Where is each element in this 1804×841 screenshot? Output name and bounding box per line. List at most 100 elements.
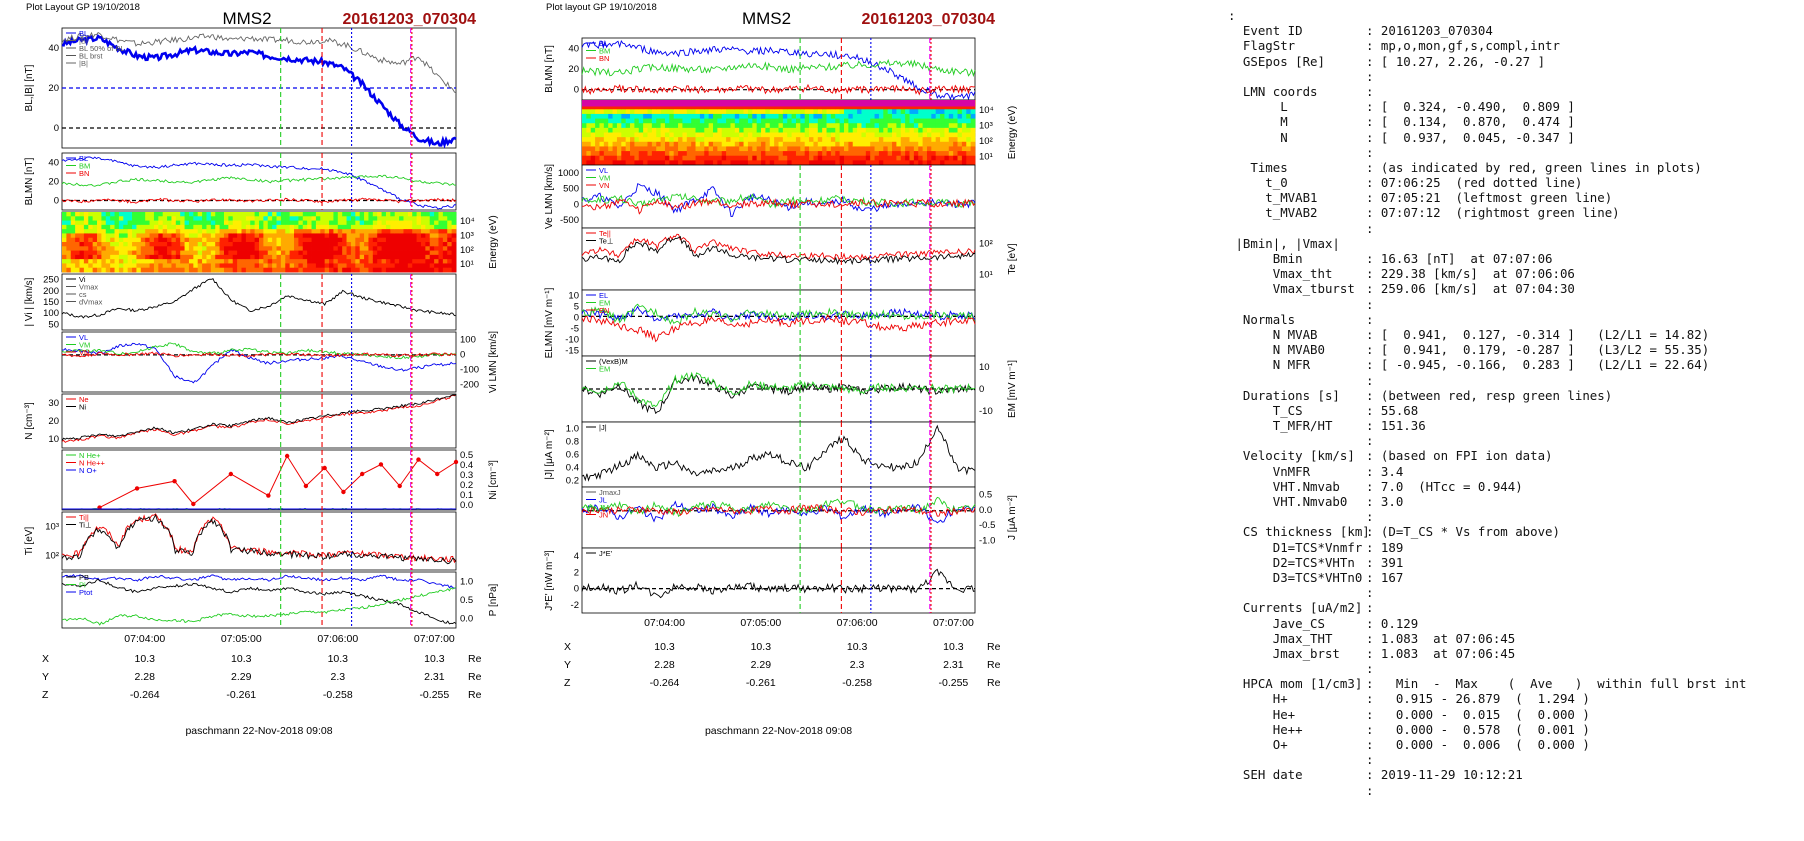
info-row: He++: 0.000 - 0.578 ( 0.001 ) bbox=[1228, 722, 1798, 737]
spectrogram-cell bbox=[743, 137, 749, 143]
spectrogram-cell bbox=[333, 267, 339, 273]
spectrogram-cell bbox=[136, 246, 142, 251]
spectrogram-cell bbox=[809, 113, 814, 119]
spectrogram-cell bbox=[329, 267, 334, 273]
spectrogram-cell bbox=[909, 127, 915, 133]
spectrogram-cell bbox=[329, 212, 334, 217]
spectrogram-cell bbox=[852, 104, 858, 110]
spectrogram-cell bbox=[197, 233, 203, 239]
spectrogram-cell bbox=[595, 146, 600, 152]
spectrogram-cell bbox=[101, 259, 107, 264]
spectrogram-cell bbox=[263, 254, 269, 260]
spectrogram-cell bbox=[852, 151, 858, 157]
spectrogram-cell bbox=[368, 224, 374, 230]
spectrogram-cell bbox=[412, 242, 417, 247]
spectrogram-cell bbox=[153, 263, 159, 269]
spectrogram-cell bbox=[75, 212, 80, 217]
spectrogram-cell bbox=[372, 250, 378, 256]
pos-value: -0.261 bbox=[746, 677, 776, 689]
spectrogram-cell bbox=[298, 212, 304, 217]
info-key: T_MFR/HT bbox=[1228, 418, 1333, 434]
spectrogram-cell bbox=[970, 118, 976, 124]
spectrogram-cell bbox=[857, 146, 862, 152]
spectrogram-cell bbox=[132, 259, 137, 264]
spectrogram-cell bbox=[294, 216, 299, 221]
y-tick-label: -5 bbox=[571, 324, 579, 335]
spectrogram-cell bbox=[272, 229, 277, 234]
spectrogram-cell bbox=[586, 155, 592, 161]
spectrogram-cell bbox=[922, 146, 928, 152]
spectrogram-cell bbox=[241, 229, 247, 234]
spectrogram-cell bbox=[809, 155, 814, 161]
spectrogram-cell bbox=[302, 246, 308, 251]
spectrogram-cell bbox=[302, 212, 308, 217]
spectrogram-cell bbox=[280, 233, 286, 239]
spectrogram-cell bbox=[442, 237, 448, 243]
spectrogram-cell bbox=[285, 237, 291, 243]
spectrogram-cell bbox=[970, 132, 976, 138]
spectrogram-cell bbox=[254, 229, 260, 234]
spectrogram-cell bbox=[699, 141, 705, 147]
spectrogram-cell bbox=[612, 123, 618, 129]
spectrogram-cell bbox=[861, 155, 867, 161]
spectrogram-cell bbox=[123, 267, 129, 273]
spectrogram-cell bbox=[188, 246, 194, 251]
spectrogram-cell bbox=[608, 151, 613, 157]
spectrogram-cell bbox=[905, 141, 910, 147]
spectrogram-cell bbox=[337, 229, 343, 234]
spectrogram-cell bbox=[791, 109, 797, 115]
spectrogram-cell bbox=[634, 151, 640, 157]
spectrogram-cell bbox=[953, 132, 958, 138]
spectrogram-cell bbox=[438, 254, 444, 260]
spectrogram-cell bbox=[263, 250, 269, 256]
spectrogram-cell bbox=[822, 104, 827, 110]
spectrogram-cell bbox=[726, 123, 731, 129]
spectrogram-cell bbox=[451, 212, 457, 217]
spectrogram-cell bbox=[346, 229, 352, 234]
spectrogram-cell bbox=[162, 267, 168, 273]
spectrogram-cell bbox=[390, 267, 396, 273]
spectrogram-cell bbox=[101, 263, 107, 269]
spectrogram-cell bbox=[892, 160, 897, 166]
spectrogram-cell bbox=[756, 146, 762, 152]
spectrogram-cell bbox=[110, 224, 115, 230]
spectrogram-cell bbox=[603, 127, 609, 133]
spectrogram-cell bbox=[739, 113, 744, 119]
spectrogram-cell bbox=[153, 229, 159, 234]
spectrogram-cell bbox=[193, 233, 199, 239]
spectrogram-cell bbox=[643, 104, 648, 110]
spectrogram-cell bbox=[390, 263, 396, 269]
spectrogram-cell bbox=[756, 123, 762, 129]
spectrogram-cell bbox=[695, 123, 701, 129]
spectrogram-cell bbox=[704, 109, 710, 115]
spectrogram-cell bbox=[651, 141, 657, 147]
spectrogram-cell bbox=[355, 267, 361, 273]
spectrogram-cell bbox=[158, 259, 164, 264]
spectrogram-cell bbox=[673, 109, 679, 115]
spectrogram-cell bbox=[302, 259, 308, 264]
spectrogram-cell bbox=[599, 127, 605, 133]
spectrogram-cell bbox=[638, 155, 644, 161]
spectrogram-cell bbox=[678, 160, 683, 166]
spectrogram-cell bbox=[416, 220, 422, 226]
spectrogram-cell bbox=[791, 104, 797, 110]
spectrogram-cell bbox=[590, 151, 596, 157]
y-tick-label: 0.6 bbox=[566, 450, 579, 461]
spectrogram-cell bbox=[114, 254, 120, 260]
spectrogram-cell bbox=[691, 137, 696, 143]
spectrogram-cell bbox=[747, 127, 753, 133]
spectrogram-cell bbox=[695, 146, 701, 152]
info-key: He+ bbox=[1228, 706, 1296, 722]
spectrogram-cell bbox=[966, 151, 972, 157]
spectrogram-cell bbox=[329, 216, 334, 221]
spectrogram-cell bbox=[896, 137, 902, 143]
series-line bbox=[581, 373, 976, 415]
spectrogram-cell bbox=[62, 267, 67, 273]
spectrogram-cell bbox=[263, 246, 269, 251]
spectrogram-cell bbox=[865, 109, 871, 115]
spectrogram-cell bbox=[350, 233, 356, 239]
spectrogram-cell bbox=[752, 104, 758, 110]
spectrogram-cell bbox=[175, 250, 181, 256]
spectrogram-cell bbox=[329, 254, 334, 260]
spectrogram-cell bbox=[625, 109, 631, 115]
